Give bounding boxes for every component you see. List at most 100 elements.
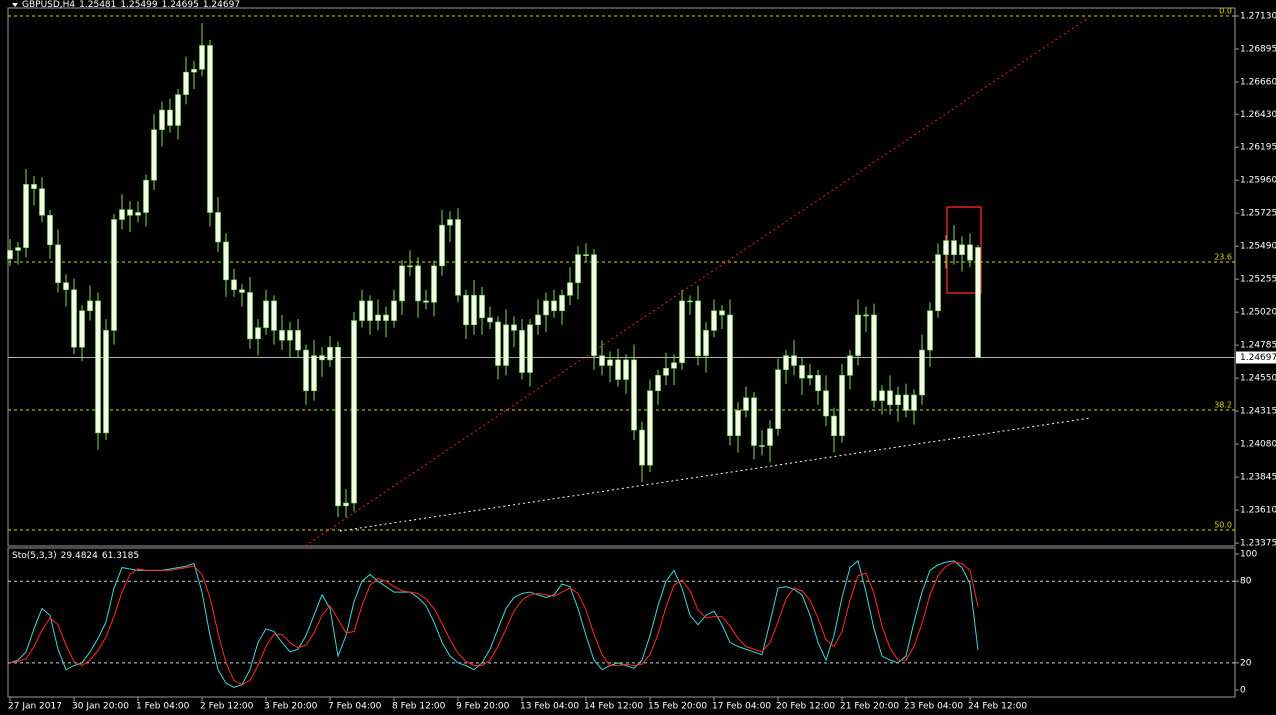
candle-body: [559, 295, 565, 312]
candle-body: [935, 254, 941, 312]
candle-body: [623, 359, 629, 380]
candle-body: [791, 355, 797, 366]
candle-body: [407, 265, 413, 268]
fib-label: 0.0: [1219, 7, 1232, 16]
x-tick-label: 8 Feb 12:00: [392, 702, 446, 712]
candle-body: [319, 355, 325, 361]
candle-body: [439, 224, 445, 267]
candle-body: [519, 330, 525, 373]
stoch-line: [9, 561, 979, 686]
candle-body: [167, 109, 173, 126]
candle-body: [783, 355, 789, 371]
y-tick-label: 1.24315: [1240, 407, 1276, 417]
candle-body: [71, 289, 77, 348]
candle-body: [879, 390, 885, 401]
candle-body: [103, 330, 109, 434]
candle-body: [671, 362, 677, 369]
candle-body: [927, 310, 933, 351]
candle-body: [479, 295, 485, 319]
candle-body: [191, 69, 197, 73]
candle-body: [839, 375, 845, 436]
x-tick-label: 20 Feb 12:00: [776, 702, 835, 712]
candle-body: [487, 317, 493, 323]
candle-body: [31, 184, 37, 189]
candle-body: [223, 241, 229, 281]
candle-body: [207, 45, 213, 213]
candle-body: [63, 282, 69, 291]
candle-body: [503, 324, 509, 366]
candle-body: [647, 390, 653, 466]
y-tick-label: 1.26430: [1240, 110, 1276, 120]
candle-body: [455, 219, 461, 296]
candle-body: [847, 355, 853, 376]
candle-body: [159, 109, 165, 130]
stoch-main-value: 29.4824: [60, 551, 98, 561]
candle-body: [135, 212, 141, 216]
candle-body: [871, 314, 877, 401]
x-tick-label: 13 Feb 04:00: [520, 702, 579, 712]
candle-body: [431, 265, 437, 303]
x-tick-label: 15 Feb 20:00: [648, 702, 707, 712]
candle-body: [335, 346, 341, 507]
candle-body: [303, 349, 309, 392]
candle-body: [887, 390, 893, 406]
candle-body: [583, 254, 589, 256]
candle-body: [495, 321, 501, 366]
candle-body: [767, 428, 773, 446]
candle-body: [743, 397, 749, 411]
x-tick-label: 24 Feb 12:00: [968, 702, 1027, 712]
header: GBPUSD,H4 1.25481 1.25499 1.24695 1.24697: [22, 0, 244, 10]
y-tick-label: 1.26195: [1240, 143, 1276, 153]
candle-body: [567, 282, 573, 296]
candle-body: [287, 330, 293, 341]
y-tick-label: 1.26660: [1240, 77, 1276, 87]
current-price-label: 1.24697: [1240, 353, 1276, 363]
x-tick-label: 7 Feb 04:00: [328, 702, 382, 712]
candle-body: [383, 314, 389, 321]
trend-line-red: [304, 17, 1089, 547]
candle-body: [759, 445, 765, 447]
candle-body: [111, 219, 117, 331]
candle-body: [55, 244, 61, 283]
candle-body: [615, 359, 621, 380]
y-tick-label: 1.25490: [1240, 242, 1276, 252]
stoch-line: [9, 559, 979, 688]
x-tick-label: 1 Feb 04:00: [136, 702, 190, 712]
candle-body: [535, 314, 541, 326]
x-tick-label: 2 Feb 12:00: [200, 702, 254, 712]
y-tick-label: 1.25725: [1240, 209, 1276, 219]
y-tick-label: 1.23610: [1240, 506, 1276, 516]
candle-body: [607, 359, 613, 366]
last-close: 1.24697: [202, 0, 241, 10]
candle-body: [703, 330, 709, 356]
y-tick-label: 100: [1240, 549, 1257, 559]
candle-body: [655, 375, 661, 392]
candle-body: [959, 244, 965, 255]
candle-body: [215, 212, 221, 243]
candle-body: [679, 300, 685, 363]
candle-body: [175, 94, 181, 126]
y-tick-label: 1.24080: [1240, 440, 1276, 450]
fib-label: 50.0: [1214, 520, 1232, 529]
main-frame: [7, 7, 1236, 547]
y-tick-label: 0: [1240, 686, 1246, 696]
candle-body: [143, 179, 149, 213]
candle-body: [863, 314, 869, 317]
candle-body: [855, 314, 861, 356]
stoch-signal-value: 61.3185: [101, 551, 140, 561]
candle-body: [231, 279, 237, 291]
candle-body: [367, 300, 373, 321]
trend-line-white: [339, 417, 1091, 532]
candle-body: [967, 244, 973, 261]
candle-body: [351, 320, 357, 504]
menu-arrow: [12, 3, 18, 7]
candle-body: [95, 300, 101, 434]
candle-body: [903, 394, 909, 411]
candle-body: [543, 300, 549, 316]
candle-body: [687, 300, 693, 303]
stoch-header: Sto(5,3,3) 29.4824 61.3185: [12, 551, 143, 561]
candle-body: [831, 415, 837, 436]
candle-body: [239, 289, 245, 293]
x-tick-label: 23 Feb 04:00: [904, 702, 963, 712]
candle-body: [663, 368, 669, 376]
